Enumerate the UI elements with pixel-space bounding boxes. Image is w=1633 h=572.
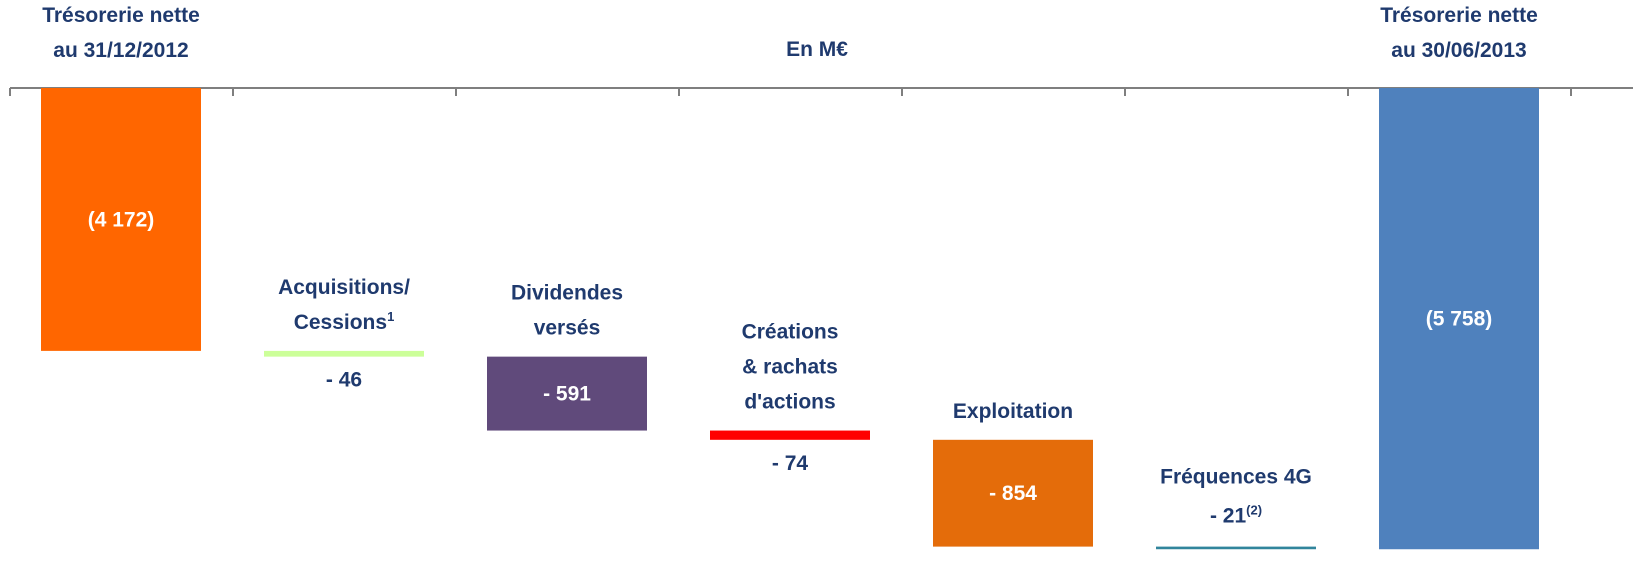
bar <box>710 430 870 440</box>
category-label: Trésorerie nette <box>42 4 200 27</box>
category-note: 1 <box>387 309 394 324</box>
category-label-text: Cessions <box>294 311 387 334</box>
category-label-text: au 31/12/2012 <box>53 39 188 62</box>
value-label-text: (5 758) <box>1426 308 1493 331</box>
category-label-text: Fréquences 4G <box>1160 466 1312 489</box>
category-label: d'actions <box>744 391 835 414</box>
category-label: Trésorerie nette <box>1380 4 1538 27</box>
value-label-text: - 21 <box>1210 505 1247 528</box>
category-label: Exploitation <box>953 400 1073 423</box>
bar <box>487 356 647 431</box>
value-label-text: - 591 <box>543 383 591 406</box>
category-label-text: Créations <box>742 321 839 344</box>
category-label-text: Trésorerie nette <box>1380 4 1538 27</box>
category-label-text: au 30/06/2013 <box>1391 39 1526 62</box>
value-label: (4 172) <box>88 208 155 231</box>
category-label: Acquisitions/ <box>278 276 410 299</box>
category-label-text: Exploitation <box>953 400 1073 423</box>
bar <box>1156 546 1316 550</box>
category-label: Cessions1 <box>294 309 395 334</box>
chart-subtitle: En M€ <box>786 38 848 61</box>
category-label-text: Acquisitions/ <box>278 276 410 299</box>
category-label-text: & rachats <box>742 356 838 379</box>
value-label: - 854 <box>989 482 1037 505</box>
category-label: Dividendes <box>511 282 623 305</box>
category-label: & rachats <box>742 356 838 379</box>
bar <box>264 350 424 357</box>
value-label-text: - 854 <box>989 482 1037 505</box>
bar <box>933 439 1093 547</box>
value-label: - 591 <box>543 383 591 406</box>
value-note: (2) <box>1246 503 1262 518</box>
value-label: (5 758) <box>1426 308 1493 331</box>
category-label-text: d'actions <box>744 391 835 414</box>
value-label: - 74 <box>772 452 809 475</box>
category-label-text: Dividendes <box>511 282 623 305</box>
bar <box>41 88 201 351</box>
category-label: Créations <box>742 321 839 344</box>
category-label: au 31/12/2012 <box>53 39 188 62</box>
category-label: au 30/06/2013 <box>1391 39 1526 62</box>
category-label: versés <box>534 317 601 340</box>
bar <box>1379 88 1539 550</box>
value-label-text: - 46 <box>326 369 362 392</box>
value-label-text: - 74 <box>772 452 809 475</box>
category-label-text: Trésorerie nette <box>42 4 200 27</box>
value-label: - 21(2) <box>1210 503 1262 528</box>
value-label-text: (4 172) <box>88 208 155 231</box>
category-label-text: versés <box>534 317 601 340</box>
category-label: Fréquences 4G <box>1160 466 1312 489</box>
value-label: - 46 <box>326 369 362 392</box>
